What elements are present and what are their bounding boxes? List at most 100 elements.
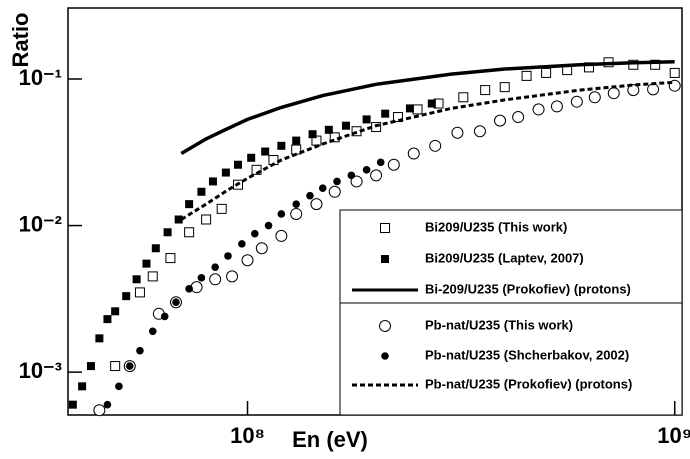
point <box>190 281 203 294</box>
point <box>125 362 134 370</box>
point <box>197 274 206 282</box>
point <box>255 242 268 255</box>
point <box>347 171 356 180</box>
point <box>185 200 194 209</box>
point <box>142 259 151 268</box>
point <box>95 334 104 343</box>
legend-swatch <box>379 320 391 332</box>
point <box>392 112 403 123</box>
point <box>160 312 169 321</box>
y-tick-label: 10⁻¹ <box>19 65 62 90</box>
point <box>250 229 259 238</box>
point <box>185 285 193 293</box>
point <box>134 287 145 298</box>
point <box>376 158 385 167</box>
point <box>318 184 327 192</box>
legend-box <box>339 302 683 416</box>
legend-label: Pb-nat/U235 (Prokofiev) (protons) <box>425 376 632 391</box>
point <box>261 147 270 156</box>
point <box>224 252 232 260</box>
point <box>136 346 144 355</box>
legend-label: Bi209/U235 (Laptev, 2007) <box>425 250 584 265</box>
point <box>429 139 442 152</box>
point <box>292 200 300 208</box>
point <box>226 270 239 283</box>
point <box>427 99 436 108</box>
point <box>172 298 180 307</box>
legend-label: Pb-nat/U235 (Shcherbakov, 2002) <box>425 347 629 362</box>
x-tick-label: 10⁸ <box>230 423 265 448</box>
point <box>165 253 176 264</box>
point <box>241 254 254 267</box>
point <box>216 203 227 214</box>
point <box>407 147 420 160</box>
legend-label: Pb-nat/U235 (This work) <box>425 317 573 332</box>
point <box>277 141 286 150</box>
point <box>570 95 583 108</box>
point <box>151 244 160 253</box>
point <box>362 166 371 174</box>
point <box>290 207 303 220</box>
y-tick-label: 10⁻³ <box>19 358 62 383</box>
point <box>197 187 206 196</box>
point <box>324 125 333 134</box>
point <box>333 177 341 186</box>
point <box>132 275 141 284</box>
point <box>405 104 414 113</box>
point <box>115 382 123 391</box>
point <box>208 177 217 186</box>
point <box>541 67 552 78</box>
point <box>221 168 230 177</box>
point <box>68 400 77 409</box>
point <box>512 111 525 124</box>
point <box>521 70 532 81</box>
point <box>550 100 563 113</box>
point <box>110 361 121 372</box>
point <box>362 115 371 124</box>
point <box>264 221 273 230</box>
point <box>341 121 350 130</box>
y-axis-label: Ratio <box>8 13 33 68</box>
point <box>277 210 286 218</box>
point <box>628 59 639 70</box>
x-axis-label: En (eV) <box>292 427 368 452</box>
point <box>238 240 246 248</box>
point <box>387 158 400 171</box>
legend-box <box>339 209 683 304</box>
point <box>292 136 301 145</box>
point <box>122 292 131 301</box>
legend-label: Bi-209/U235 (Prokofiev) (protons) <box>425 281 631 296</box>
point <box>607 87 620 100</box>
point <box>209 273 222 286</box>
point <box>328 185 341 198</box>
point <box>480 85 491 96</box>
point <box>451 126 464 139</box>
point <box>78 382 87 391</box>
point <box>234 160 243 169</box>
point <box>184 227 195 238</box>
point <box>306 191 314 200</box>
point <box>588 91 601 104</box>
point <box>532 103 545 116</box>
legend-swatch <box>380 223 390 233</box>
point <box>174 215 183 224</box>
point <box>201 214 212 225</box>
point <box>473 125 486 138</box>
point <box>247 153 256 162</box>
legend-label: Bi209/U235 (This work) <box>425 219 567 234</box>
point <box>275 229 288 242</box>
point <box>650 59 661 70</box>
point <box>103 400 112 409</box>
point <box>412 104 423 115</box>
point <box>147 271 158 282</box>
x-tick-label: 10⁹ <box>657 423 690 448</box>
curve <box>180 80 675 221</box>
point <box>499 82 510 93</box>
plot-area <box>68 57 681 417</box>
legend-swatch <box>381 352 389 360</box>
point <box>103 315 112 324</box>
point <box>494 114 507 127</box>
point <box>381 109 390 118</box>
point <box>647 83 660 96</box>
